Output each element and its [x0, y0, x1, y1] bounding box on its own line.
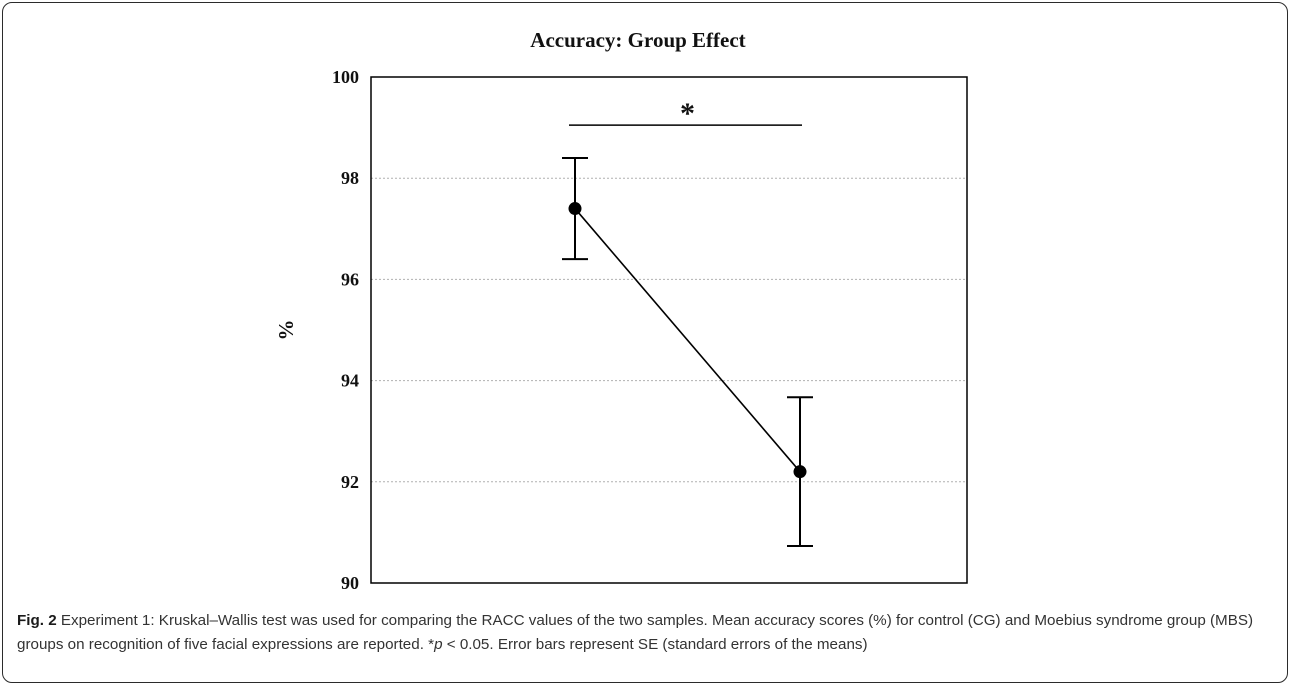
figure-caption: Fig. 2 Experiment 1: Kruskal–Wallis test…	[17, 609, 1277, 657]
y-axis-ticks: 90 92 94 96 98 100	[332, 67, 359, 593]
y-axis-label: %	[274, 320, 298, 341]
x-tick-label-cg: CG	[559, 597, 591, 600]
plot-area	[370, 76, 968, 584]
y-tick-label-3: 96	[341, 269, 359, 289]
y-tick-label-5: 100	[332, 67, 359, 87]
chart: Accuracy: Group Effect % 90 92 94 96 98 100 C…	[274, 28, 968, 600]
caption-p-symbol: p	[434, 636, 443, 653]
significance-marker: *	[680, 97, 695, 130]
series-group	[562, 156, 813, 548]
y-tick-label-1: 92	[341, 472, 359, 492]
caption-text-1: Experiment 1: Kruskal–Wallis test was us…	[17, 612, 1254, 653]
chart-title: Accuracy: Group Effect	[530, 28, 745, 52]
y-tick-label-0: 90	[341, 573, 359, 593]
figure-label: Fig. 2	[17, 612, 57, 629]
data-point-mbs	[793, 465, 807, 479]
series-line	[574, 208, 801, 473]
data-point-cg	[568, 202, 582, 216]
y-tick-label-4: 98	[341, 168, 359, 188]
x-tick-label-mbs: MBS	[777, 597, 823, 600]
y-tick-label-2: 94	[341, 371, 359, 391]
x-axis-ticks: CG MBS	[559, 597, 823, 600]
caption-text-2: < 0.05. Error bars represent SE (standar…	[442, 636, 868, 653]
grid-lines	[371, 177, 967, 483]
significance-bracket: *	[569, 97, 802, 130]
